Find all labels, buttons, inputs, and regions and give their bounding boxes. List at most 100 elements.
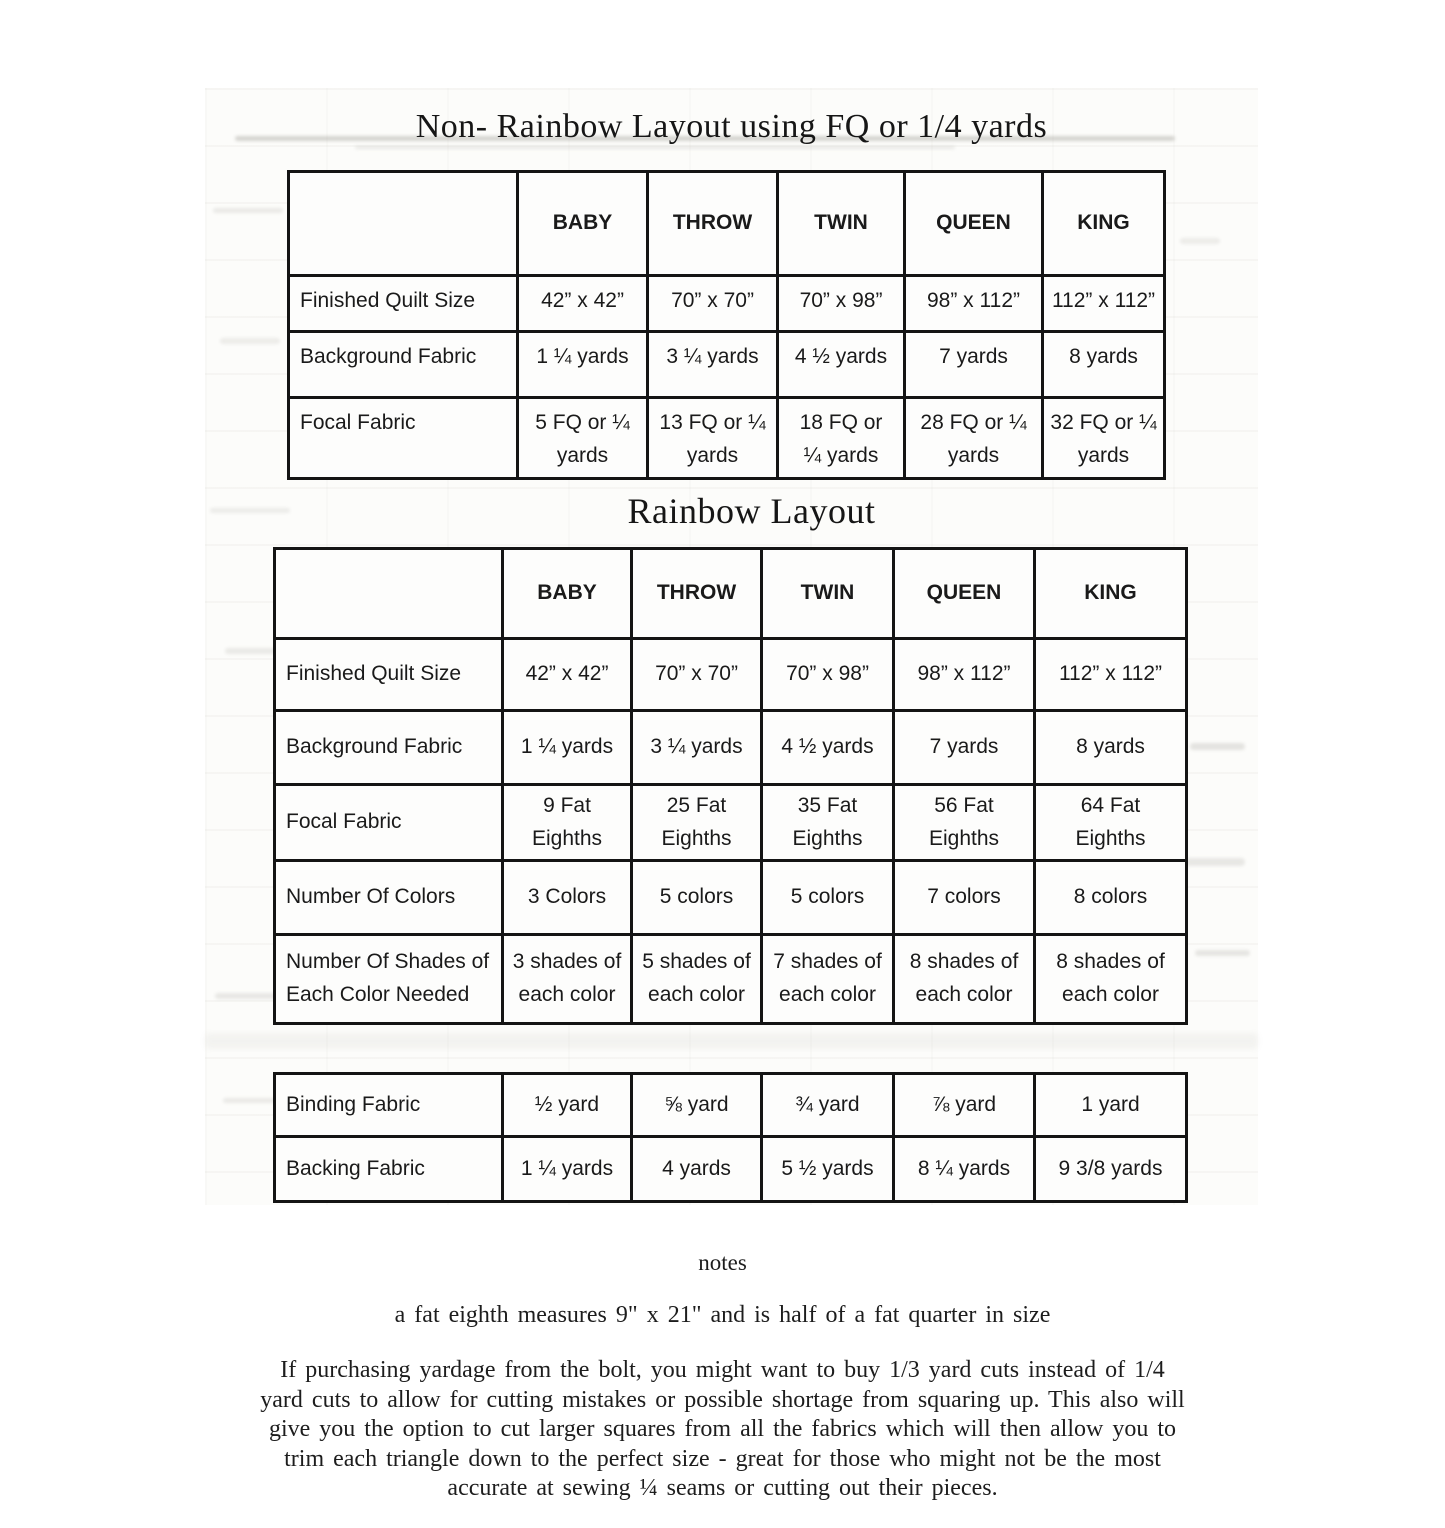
value-cell: 28 FQ or ¼ yards: [903, 396, 1044, 480]
non-rainbow-table: BABY THROW TWIN QUEEN KING Finished Quil…: [287, 170, 1166, 480]
column-header: TWIN: [760, 547, 895, 640]
value-cell: 7 yards: [903, 330, 1044, 399]
row-label: Focal Fabric: [287, 396, 519, 480]
value-cell: 42” x 42”: [516, 274, 649, 333]
value-cell: 5 colors: [630, 859, 763, 936]
value-cell: ½ yard: [501, 1072, 633, 1138]
table-row: Finished Quilt Size 42” x 42” 70” x 70” …: [287, 274, 1166, 333]
texture-smudge: [1190, 743, 1245, 750]
column-header: THROW: [630, 547, 763, 640]
column-header: BABY: [516, 170, 649, 277]
table-row: Backing Fabric 1 ¼ yards 4 yards 5 ½ yar…: [273, 1135, 1188, 1203]
value-cell: 70” x 70”: [646, 274, 779, 333]
table-row: Focal Fabric 5 FQ or ¼ yards 13 FQ or ¼ …: [287, 396, 1166, 480]
column-header: QUEEN: [892, 547, 1036, 640]
column-header: KING: [1041, 170, 1166, 277]
yardage-note: If purchasing yardage from the bolt, you…: [260, 1357, 1185, 1501]
page-title-non-rainbow: Non- Rainbow Layout using FQ or 1/4 yard…: [415, 108, 1048, 145]
value-cell: 70” x 98”: [760, 637, 895, 712]
table-row: Number Of Colors 3 Colors 5 colors 5 col…: [273, 859, 1188, 936]
texture-smudge: [1185, 858, 1245, 866]
value-cell: 5 FQ or ¼ yards: [516, 396, 649, 480]
value-cell: 13 FQ or ¼ yards: [646, 396, 779, 480]
texture-smudge: [225, 648, 280, 654]
value-cell: ⅝ yard: [630, 1072, 763, 1138]
texture-smudge: [1180, 238, 1220, 244]
value-cell: 8 colors: [1033, 859, 1188, 936]
texture-smudge: [1195, 950, 1250, 956]
header-row: BABY THROW TWIN QUEEN KING: [273, 547, 1188, 640]
texture-smudge: [355, 146, 955, 149]
row-label: Number Of Shades of Each Color Needed: [273, 933, 504, 1025]
value-cell: 1 ¼ yards: [516, 330, 649, 399]
value-cell: 4 yards: [630, 1135, 763, 1203]
value-cell: 98” x 112”: [892, 637, 1036, 712]
row-label: Finished Quilt Size: [273, 637, 504, 712]
row-label: Number Of Colors: [273, 859, 504, 936]
notes-heading: notes: [698, 1250, 747, 1275]
column-header: QUEEN: [903, 170, 1044, 277]
table-row: Binding Fabric ½ yard ⅝ yard ¾ yard ⅞ ya…: [273, 1072, 1188, 1138]
value-cell: 1 yard: [1033, 1072, 1188, 1138]
texture-smudge: [205, 1033, 1258, 1049]
header-row: BABY THROW TWIN QUEEN KING: [287, 170, 1166, 277]
value-cell: 8 shades of each color: [1033, 933, 1188, 1025]
column-header: [287, 170, 519, 277]
row-label: Background Fabric: [287, 330, 519, 399]
value-cell: 7 colors: [892, 859, 1036, 936]
column-header: KING: [1033, 547, 1188, 640]
table-row: Finished Quilt Size 42” x 42” 70” x 70” …: [273, 637, 1188, 712]
texture-smudge: [213, 208, 283, 213]
value-cell: 1 ¼ yards: [501, 709, 633, 786]
value-cell: 5 ½ yards: [760, 1135, 895, 1203]
texture-smudge: [223, 1098, 283, 1103]
value-cell: 56 Fat Eighths: [892, 783, 1036, 862]
value-cell: 5 colors: [760, 859, 895, 936]
texture-smudge: [215, 993, 290, 999]
value-cell: ⅞ yard: [892, 1072, 1036, 1138]
row-label: Backing Fabric: [273, 1135, 504, 1203]
value-cell: 112” x 112”: [1041, 274, 1166, 333]
value-cell: 18 FQ or ¼ yards: [776, 396, 906, 480]
value-cell: 5 shades of each color: [630, 933, 763, 1025]
value-cell: 8 yards: [1033, 709, 1188, 786]
value-cell: 64 Fat Eighths: [1033, 783, 1188, 862]
value-cell: 70” x 98”: [776, 274, 906, 333]
value-cell: 9 3/8 yards: [1033, 1135, 1188, 1203]
binding-backing-table: Binding Fabric ½ yard ⅝ yard ¾ yard ⅞ ya…: [273, 1072, 1188, 1203]
value-cell: 1 ¼ yards: [501, 1135, 633, 1203]
fat-eighth-note: a fat eighth measures 9" x 21" and is ha…: [394, 1302, 1051, 1328]
value-cell: 25 Fat Eighths: [630, 783, 763, 862]
value-cell: 4 ½ yards: [776, 330, 906, 399]
value-cell: 42” x 42”: [501, 637, 633, 712]
value-cell: 35 Fat Eighths: [760, 783, 895, 862]
column-header: TWIN: [776, 170, 906, 277]
value-cell: 4 ½ yards: [760, 709, 895, 786]
table-row: Number Of Shades of Each Color Needed 3 …: [273, 933, 1188, 1025]
value-cell: 3 Colors: [501, 859, 633, 936]
row-label: Finished Quilt Size: [287, 274, 519, 333]
value-cell: 8 shades of each color: [892, 933, 1036, 1025]
value-cell: 3 ¼ yards: [646, 330, 779, 399]
row-label: Binding Fabric: [273, 1072, 504, 1138]
texture-smudge: [220, 338, 280, 344]
value-cell: 3 ¼ yards: [630, 709, 763, 786]
row-label: Background Fabric: [273, 709, 504, 786]
table-row: Background Fabric 1 ¼ yards 3 ¼ yards 4 …: [273, 709, 1188, 786]
row-label: Focal Fabric: [273, 783, 504, 862]
value-cell: 3 shades of each color: [501, 933, 633, 1025]
value-cell: 9 Fat Eighths: [501, 783, 633, 862]
page-title-rainbow: Rainbow Layout: [627, 491, 876, 531]
value-cell: 7 yards: [892, 709, 1036, 786]
value-cell: 7 shades of each color: [760, 933, 895, 1025]
column-header: THROW: [646, 170, 779, 277]
value-cell: 70” x 70”: [630, 637, 763, 712]
texture-smudge: [235, 136, 1175, 141]
value-cell: 8 yards: [1041, 330, 1166, 399]
table-row: Focal Fabric 9 Fat Eighths 25 Fat Eighth…: [273, 783, 1188, 862]
table-row: Background Fabric 1 ¼ yards 3 ¼ yards 4 …: [287, 330, 1166, 399]
value-cell: 98” x 112”: [903, 274, 1044, 333]
rainbow-table: BABY THROW TWIN QUEEN KING Finished Quil…: [273, 547, 1188, 1025]
texture-smudge: [210, 508, 290, 513]
